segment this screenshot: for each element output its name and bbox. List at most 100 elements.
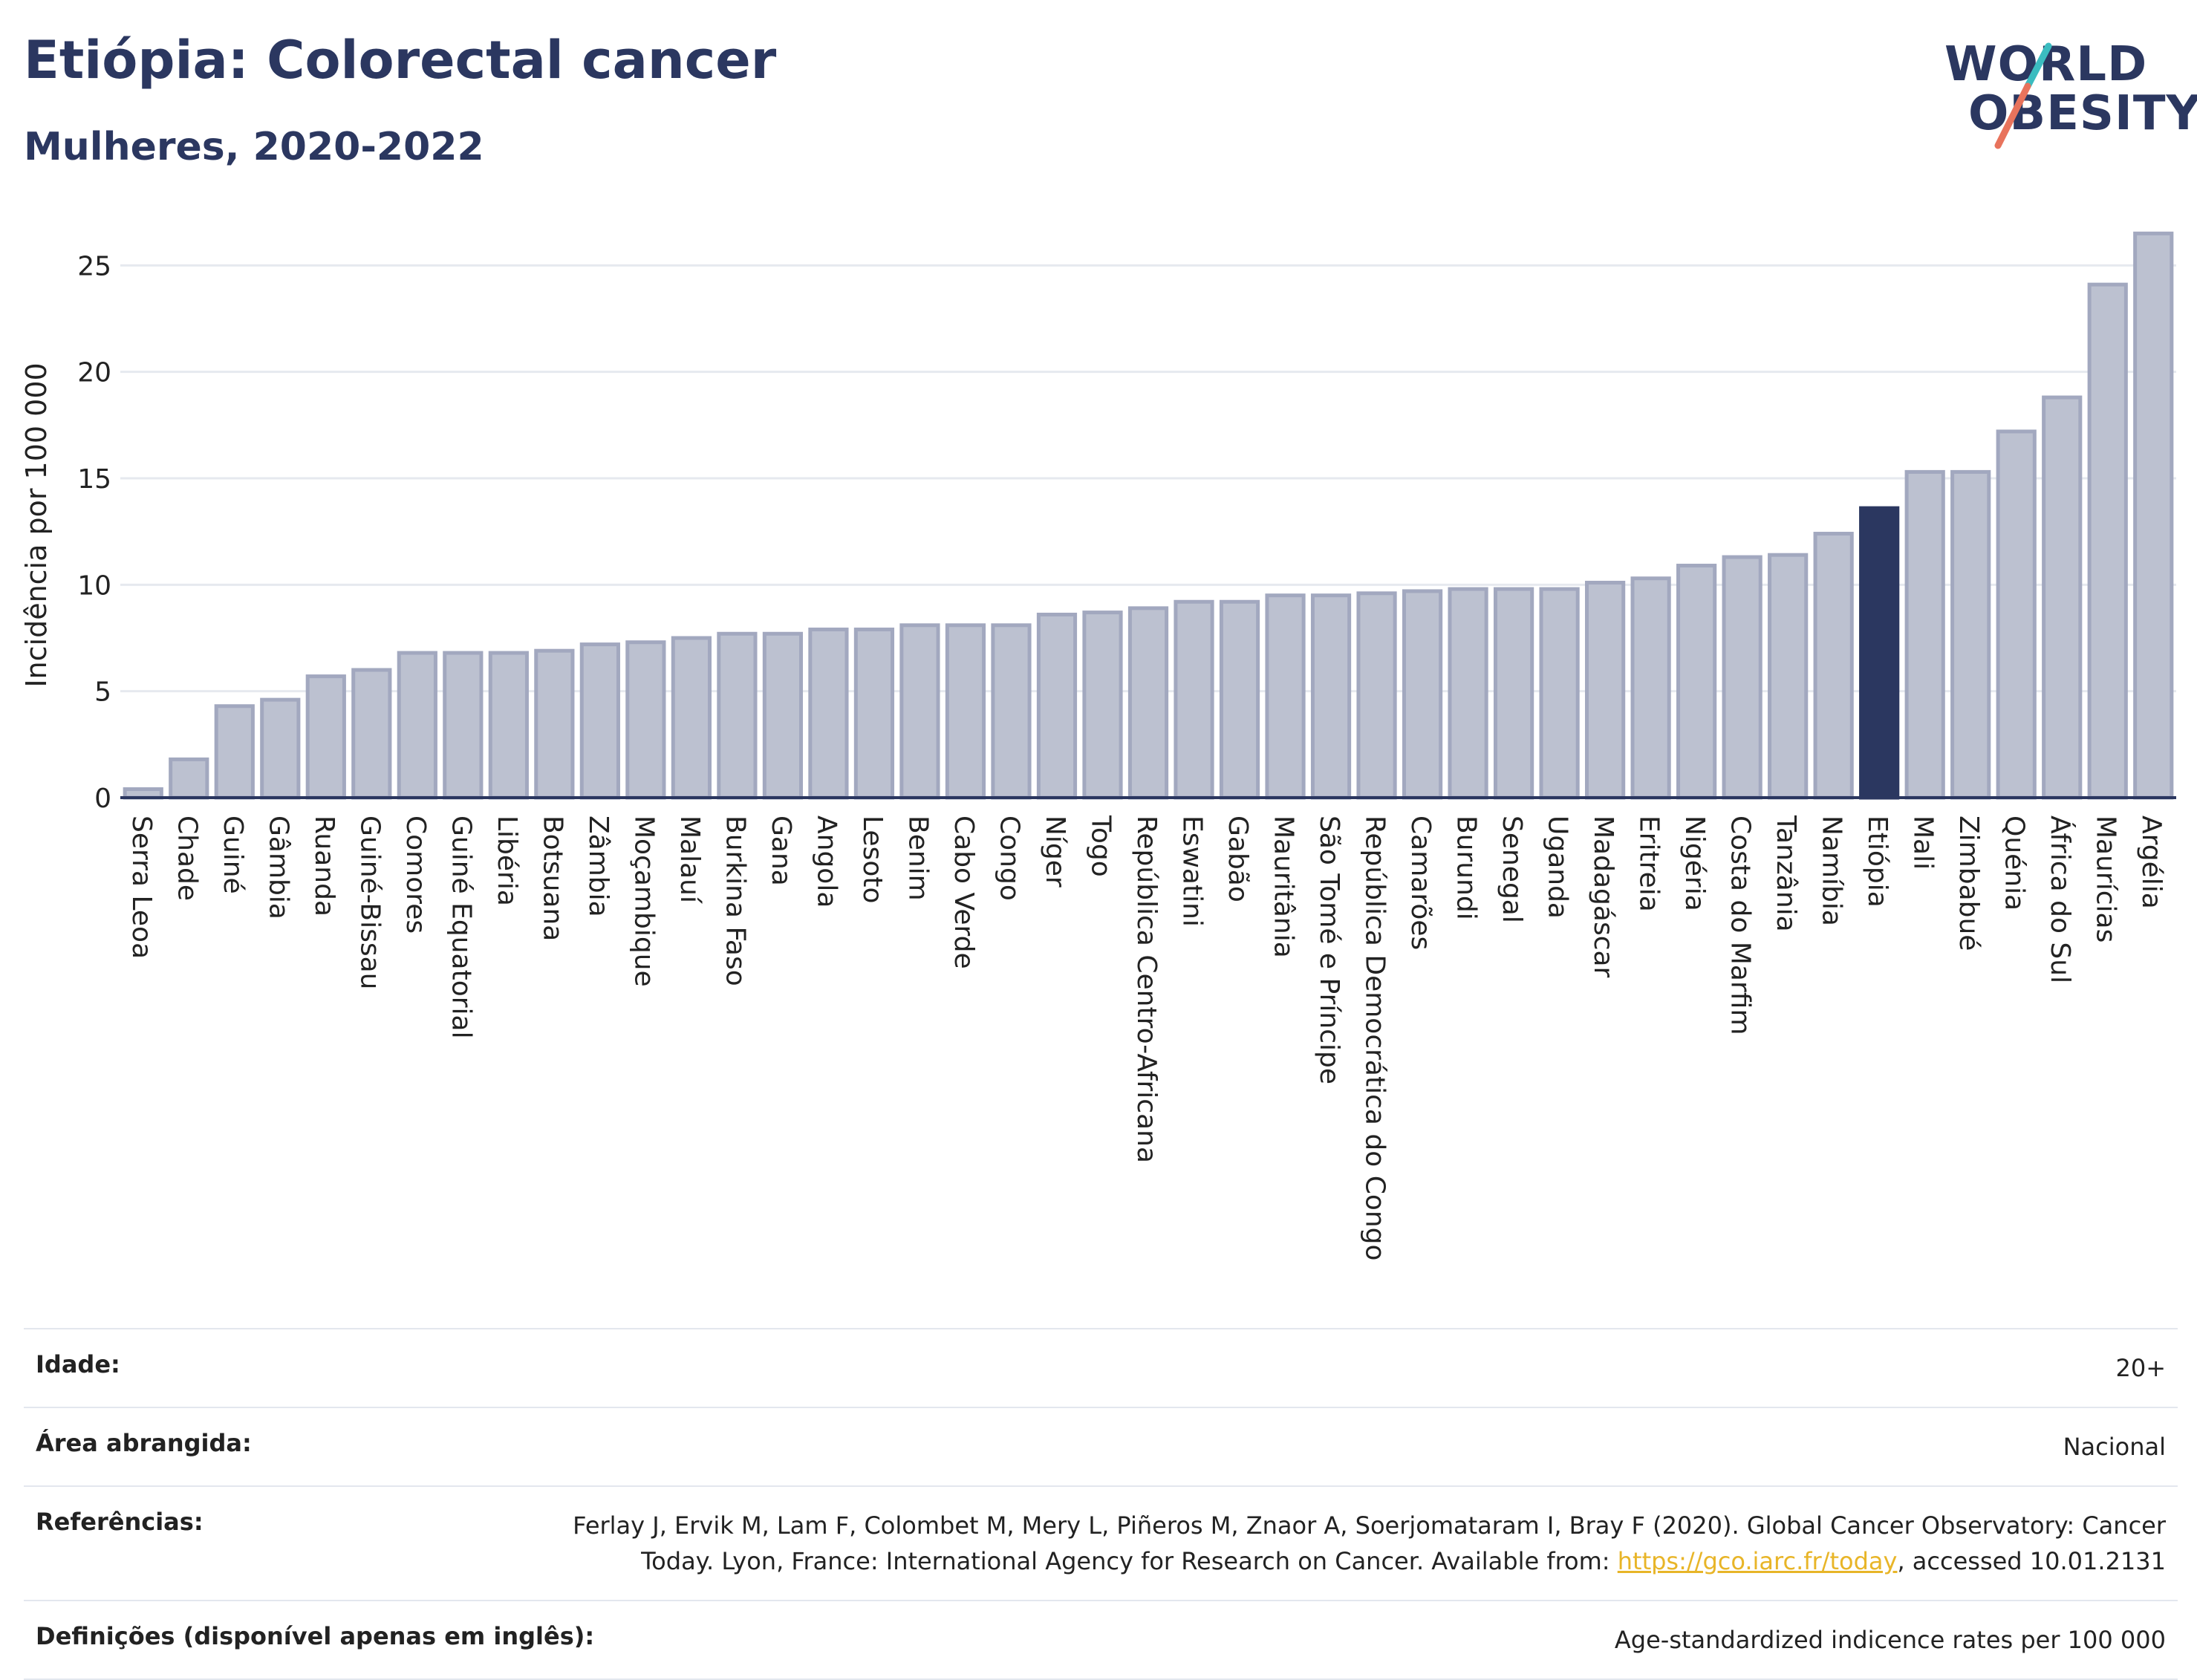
area-value: Nacional [2063,1433,2166,1461]
logo-slash-icon [1994,42,2052,149]
bar [671,636,712,800]
age-value: 20+ [2115,1354,2166,1382]
x-tick-label: Libéria [492,815,522,906]
x-tick-label: Senegal [1497,815,1527,923]
x-tick-label: Gâmbia [263,815,293,919]
x-tick-label: Uganda [1543,815,1573,919]
x-tick-label: Burundi [1451,815,1482,920]
bar [717,631,758,800]
bar [2133,231,2174,800]
x-tick-label: Serra Leoa [126,815,157,959]
y-tick-label: 5 [94,677,111,708]
bar [945,623,986,800]
y-tick-label: 10 [77,570,111,601]
x-tick-label: Argélia [2136,815,2167,909]
y-tick-label: 15 [77,464,111,495]
references-link[interactable]: https://gco.iarc.fr/today [1617,1547,1898,1575]
references-text-1: Ferlay J, Ervik M, Lam F, Colombet M, Me… [573,1511,2166,1575]
x-tick-label: Botsuana [537,815,567,941]
y-tick-label: 0 [94,784,111,814]
age-label: Idade: [36,1350,120,1378]
bar [1493,587,1534,800]
bar [443,651,484,800]
x-tick-label: Moçambique [628,815,659,987]
bar [1768,553,1809,800]
x-tick-label: Camarões [1405,815,1436,950]
x-tick-label: Lesoto [857,815,888,904]
bar-highlight [1859,506,1900,800]
x-tick-label: Mali [1908,815,1939,870]
chart-subtitle: Mulheres, 2020-2022 [24,125,484,169]
x-tick-label: República Democrática do Congo [1360,815,1390,1261]
x-tick-label: República Centro-Africana [1131,815,1162,1163]
x-tick-label: Angola [811,815,842,908]
bar [351,668,392,800]
bar [853,628,895,800]
chart-title: Etiópia: Colorectal cancer [24,30,777,91]
x-tick-label: Malauí [674,815,705,904]
definitions-value: Age-standardized indicence rates per 100… [1614,1626,2166,1654]
x-tick-label: Comores [400,815,431,934]
references-label: Referências: [36,1508,204,1536]
references-text-2: , accessed 10.01.2131 [1897,1547,2166,1575]
bar [1402,589,1443,800]
bar [2087,282,2128,800]
bar [1630,576,1671,800]
bar-chart: 0 5 10 15 20 25 Serra Leoa Chade Guiné Gâmbia Rua… [20,231,2176,1261]
bar [1082,611,1123,800]
bars [123,231,2174,800]
x-tick-label: Costa do Marfim [1725,815,1756,1035]
x-tick-label: Níger [1040,815,1070,888]
bar [1219,599,1260,800]
x-tick-label: Cabo Verde [948,815,979,969]
bar [808,628,849,800]
area-label: Área abrangida: [36,1429,252,1457]
bar [397,651,437,800]
x-tick-label: Mauritânia [1269,815,1299,958]
bar [1174,599,1214,800]
x-tick-label: Gana [766,815,796,886]
info-row-area: Área abrangida: Nacional [24,1407,2178,1485]
x-tick-label: Etiópia [1862,815,1892,908]
bar [1127,606,1169,800]
bar [1904,469,1945,800]
world-obesity-logo: WORLD OBESITY [1939,21,2197,162]
x-tick-label: Burkina Faso [720,815,750,986]
x-tick-label: Maurícias [2091,815,2121,942]
bar [2042,395,2083,800]
x-tick-label: África do Sul [2045,815,2076,983]
references-value: Ferlay J, Ervik M, Lam F, Colombet M, Me… [569,1508,2166,1579]
y-tick-label: 20 [77,358,111,388]
bar [1950,469,1991,800]
x-tick-label: Madagáscar [1588,815,1618,978]
x-tick-label: Eritreia [1634,815,1664,912]
x-tick-label: Guiné-Bissau [354,815,385,989]
bar [1539,587,1580,800]
x-tick-label: Zimbabué [1953,815,1984,951]
bar [1722,555,1763,800]
x-tick-label: Nigéria [1679,815,1710,911]
bar [488,651,529,800]
x-tick-label: Chade [172,815,202,901]
bar [1265,593,1306,800]
x-tick-label: Ruanda [309,815,339,916]
bar [762,631,804,800]
x-tick-label: Togo [1085,815,1116,877]
bar [534,648,575,800]
y-axis-ticks: 0 5 10 15 20 25 [77,251,111,814]
x-tick-label: Gabão [1223,815,1253,902]
x-tick-label: Quénia [1999,815,2030,911]
bar [214,704,255,800]
x-tick-label: Guiné Equatorial [446,815,476,1039]
x-axis-ticks: Serra Leoa Chade Guiné Gâmbia Ruanda Guiné-Bi… [126,815,2167,1261]
bar [1356,591,1397,800]
bar [1310,593,1352,800]
bar [625,640,666,800]
x-tick-label: Tanzânia [1771,815,1801,932]
info-row-references: Referências: Ferlay J, Ervik M, Lam F, C… [24,1485,2178,1600]
x-tick-label: Benim [902,815,933,901]
x-tick-label: Zâmbia [583,815,613,917]
bar [1676,564,1717,800]
bar [899,623,940,800]
x-tick-label: Namíbia [1817,815,1847,926]
